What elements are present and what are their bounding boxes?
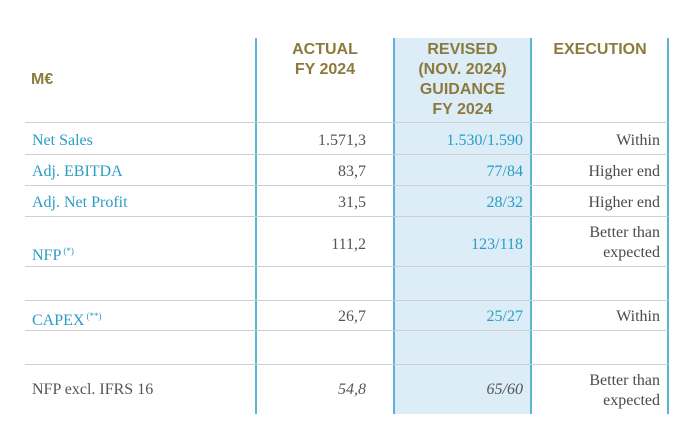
column-divider xyxy=(530,38,532,414)
footnote-marker: (**) xyxy=(86,311,102,321)
row-label-text: NFP xyxy=(32,247,62,264)
execution-value: Better than xyxy=(589,372,660,389)
execution-value: Within xyxy=(616,308,660,325)
row-label: CAPEX (**) xyxy=(32,307,101,330)
row-label: NFP excl. IFRS 16 xyxy=(32,380,153,399)
revised-header-line: (NOV. 2024) xyxy=(418,61,507,78)
revised-header-line: FY 2024 xyxy=(432,101,493,118)
actual-value: 26,7 xyxy=(338,308,366,325)
row-divider xyxy=(25,154,668,155)
actual-header-line: FY 2024 xyxy=(294,61,356,78)
execution-value: Better than xyxy=(589,224,660,241)
unit-header: M€ xyxy=(31,71,54,88)
row-label: Adj. Net Profit xyxy=(32,193,128,212)
revised-value: 1.530/1.590 xyxy=(446,132,523,149)
actual-header: ACTUAL FY 2024 xyxy=(275,40,375,80)
execution-value: expected xyxy=(603,392,660,409)
footnote-marker: (*) xyxy=(63,246,74,256)
row-divider xyxy=(25,216,668,217)
revised-value: 123/118 xyxy=(471,236,523,253)
revised-header-line: REVISED xyxy=(427,41,498,58)
actual-header-line: ACTUAL xyxy=(292,41,358,58)
row-label-text: Adj. EBITDA xyxy=(32,163,123,180)
revised-value: 28/32 xyxy=(486,194,523,211)
actual-value: 83,7 xyxy=(338,163,366,180)
row-divider xyxy=(25,300,668,301)
revised-header-line: GUIDANCE xyxy=(419,81,506,98)
row-label-text: Adj. Net Profit xyxy=(32,194,128,211)
execution-value: Higher end xyxy=(588,163,660,180)
row-label: NFP (*) xyxy=(32,242,74,265)
execution-value: Higher end xyxy=(588,194,660,211)
revised-value: 65/60 xyxy=(486,381,523,398)
row-label-text: NFP excl. IFRS 16 xyxy=(32,381,154,398)
actual-value: 31,5 xyxy=(338,194,366,211)
row-label: Adj. EBITDA xyxy=(32,162,123,181)
revised-value: 77/84 xyxy=(486,163,523,180)
execution-value: expected xyxy=(603,244,660,261)
column-divider xyxy=(393,38,395,414)
execution-header: EXECUTION xyxy=(553,41,647,58)
row-divider xyxy=(25,266,668,267)
row-label: Net Sales xyxy=(32,131,93,150)
row-divider xyxy=(25,122,668,123)
row-label-text: Net Sales xyxy=(32,132,93,149)
actual-value: 111,2 xyxy=(331,236,366,253)
column-divider xyxy=(255,38,257,414)
row-label-text: CAPEX xyxy=(32,312,85,329)
column-divider xyxy=(667,38,669,414)
row-divider xyxy=(25,364,668,365)
row-divider xyxy=(25,330,668,331)
execution-value: Within xyxy=(616,132,660,149)
revised-header: REVISED (NOV. 2024) GUIDANCE FY 2024 xyxy=(396,40,529,120)
revised-value: 25/27 xyxy=(486,308,523,325)
revised-column-shade xyxy=(394,38,531,414)
actual-value: 54,8 xyxy=(338,381,366,398)
actual-value: 1.571,3 xyxy=(318,132,366,149)
row-divider xyxy=(25,185,668,186)
